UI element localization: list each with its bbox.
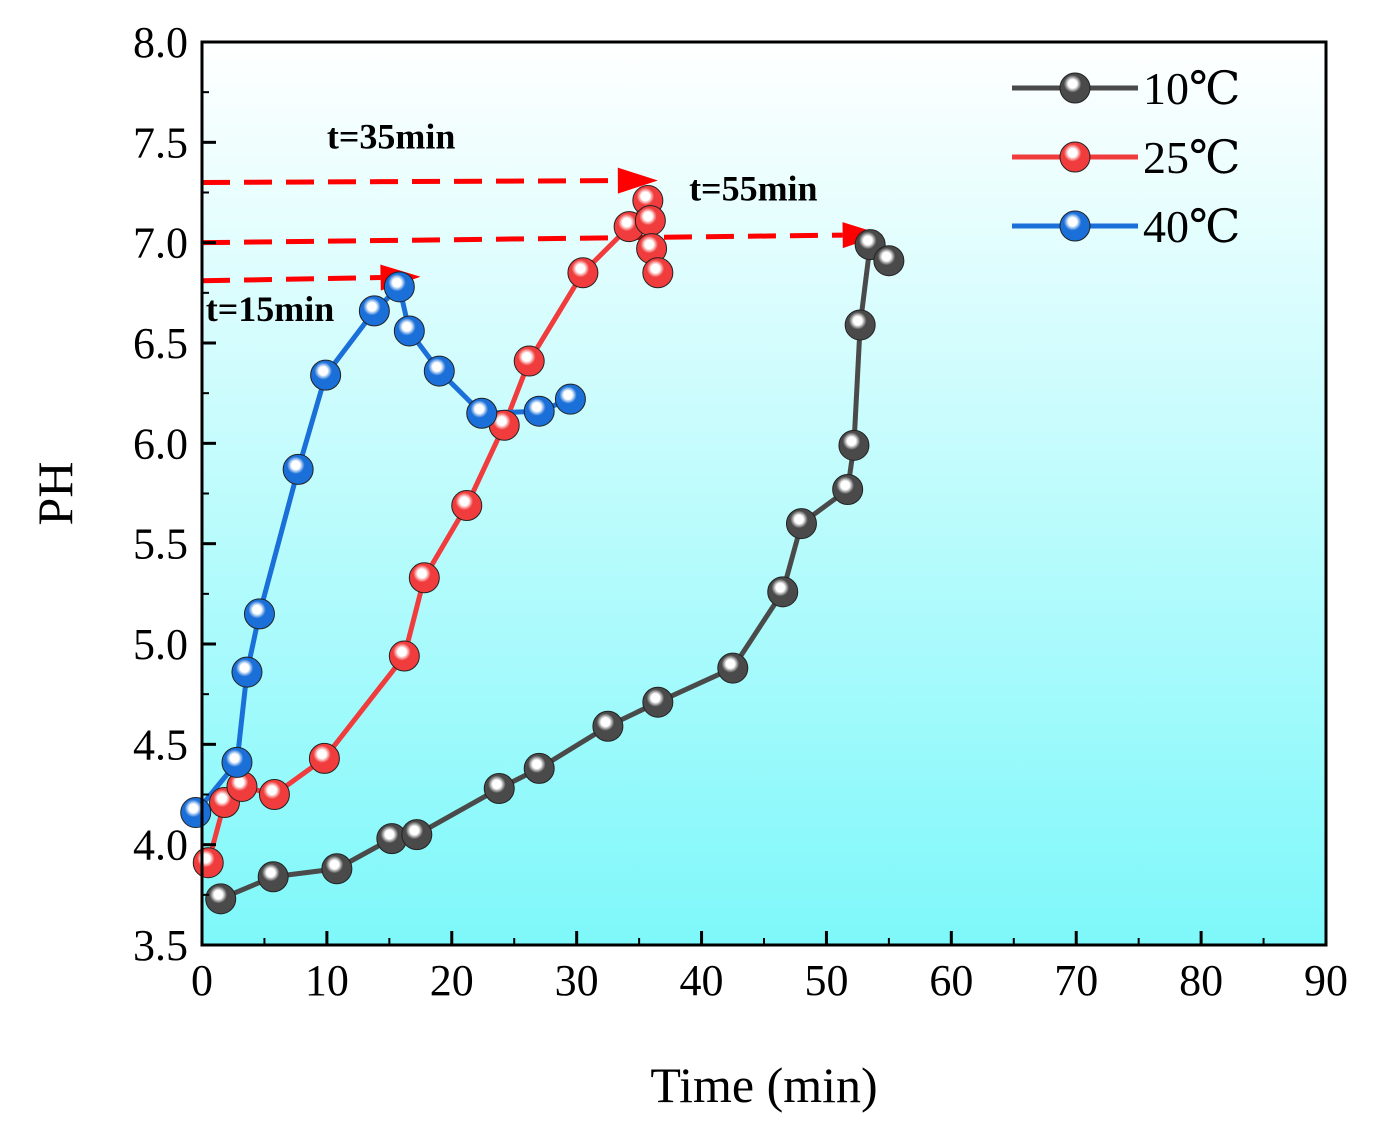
- x-tick-label: 60: [929, 956, 973, 1005]
- data-point: [567, 257, 599, 289]
- arrow-shaft: [201, 275, 381, 284]
- arrow-head: [617, 167, 658, 194]
- y-tick-label: 8.0: [133, 18, 188, 67]
- data-point: [844, 309, 876, 341]
- y-tick-label: 3.5: [133, 921, 188, 970]
- annotation: t=35min: [327, 116, 456, 156]
- data-point: [523, 752, 555, 784]
- data-point: [221, 746, 253, 778]
- y-tick-label: 5.5: [133, 520, 188, 569]
- data-point: [838, 429, 870, 461]
- data-point: [310, 359, 342, 391]
- y-axis-title: PH: [27, 462, 83, 526]
- data-point: [592, 710, 624, 742]
- data-point: [358, 295, 390, 327]
- data-point: [451, 490, 483, 522]
- x-tick-label: 10: [305, 956, 349, 1005]
- data-point: [832, 473, 864, 505]
- legend-label: 10℃: [1143, 63, 1240, 114]
- arrow-shaft: [201, 232, 843, 246]
- data-point: [401, 819, 433, 851]
- x-tick-label: 20: [430, 956, 474, 1005]
- y-tick-label: 7.5: [133, 118, 188, 167]
- series-layer: [180, 185, 905, 915]
- data-point: [642, 686, 674, 718]
- data-point: [554, 383, 586, 415]
- data-point: [642, 257, 674, 289]
- legend-label: 25℃: [1143, 132, 1240, 183]
- data-point: [523, 395, 555, 427]
- data-point: [717, 652, 749, 684]
- annotation: t=15min: [206, 289, 335, 329]
- y-tick-label: 6.5: [133, 319, 188, 368]
- y-tick-label: 6.0: [133, 419, 188, 468]
- data-point: [308, 742, 340, 774]
- data-point: [408, 562, 440, 594]
- legend-marker: [1059, 210, 1091, 242]
- legend-marker: [1059, 72, 1091, 104]
- data-point: [257, 861, 289, 893]
- x-axis-title: Time (min): [650, 1057, 877, 1113]
- x-tick-label: 90: [1304, 956, 1348, 1005]
- data-point: [383, 271, 415, 303]
- x-tick-label: 40: [680, 956, 724, 1005]
- data-point: [513, 345, 545, 377]
- ticks-layer: 0 10 20 30 40 50 60 70 80 90 3.5 4.0 4.5 5.0 5.5 6.0 6.5…: [133, 18, 1348, 1005]
- data-point: [205, 883, 237, 915]
- data-point: [388, 640, 420, 672]
- data-point: [483, 772, 515, 804]
- x-tick-label: 70: [1054, 956, 1098, 1005]
- data-point: [393, 315, 425, 347]
- data-point: [767, 576, 799, 608]
- data-point: [231, 656, 263, 688]
- data-point: [423, 355, 455, 387]
- data-point: [282, 453, 314, 485]
- data-point: [243, 598, 275, 630]
- annotation: t=55min: [689, 169, 818, 209]
- legend: 10℃ 25℃ 40℃: [1012, 63, 1240, 252]
- data-point: [258, 779, 290, 810]
- x-tick-label: 0: [191, 956, 213, 1005]
- y-tick-label: 4.0: [133, 821, 188, 870]
- y-tick-label: 7.0: [133, 219, 188, 268]
- x-tick-label: 80: [1179, 956, 1223, 1005]
- legend-label: 40℃: [1143, 201, 1240, 252]
- data-point: [321, 853, 353, 885]
- annotations-layer: t=35min t=55min t=15min: [206, 116, 818, 329]
- data-point: [634, 205, 666, 237]
- y-tick-label: 5.0: [133, 620, 188, 669]
- data-point: [192, 847, 224, 879]
- plot-background: [202, 42, 1326, 945]
- data-point: [873, 245, 905, 277]
- x-tick-label: 30: [555, 956, 599, 1005]
- data-point: [466, 397, 498, 429]
- arrow-shaft: [201, 178, 618, 185]
- x-tick-label: 50: [804, 956, 848, 1005]
- data-point: [785, 508, 817, 540]
- legend-marker: [1059, 141, 1091, 173]
- y-tick-label: 4.5: [133, 720, 188, 769]
